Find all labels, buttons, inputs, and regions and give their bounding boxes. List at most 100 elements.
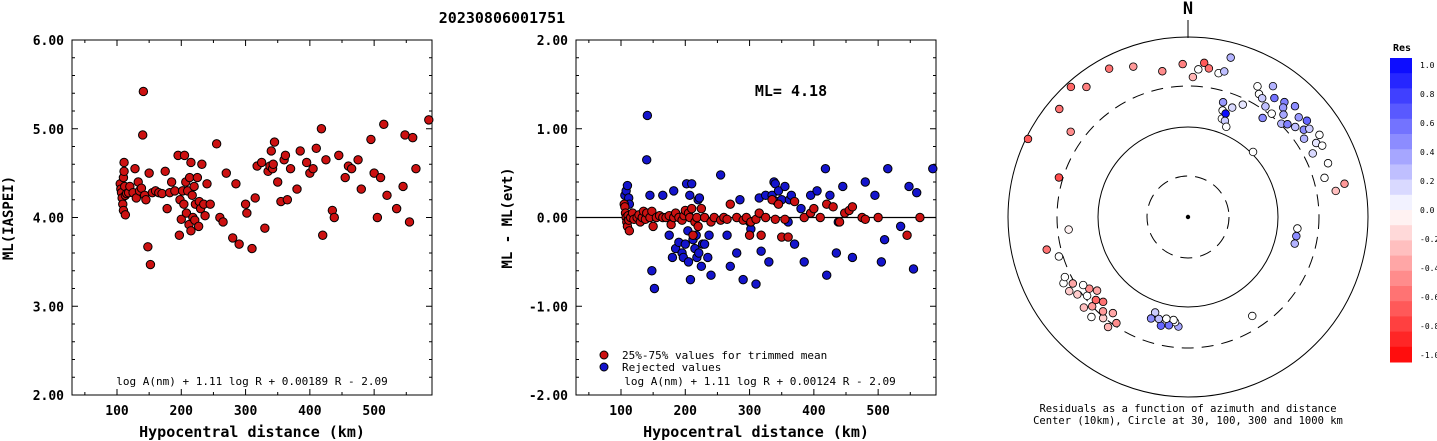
ml-point: [285, 163, 296, 174]
accepted-point: [624, 226, 635, 236]
ml-point: [144, 168, 154, 178]
colorbar-segment: [1390, 240, 1412, 257]
colorbar-tick-label: 0.6: [1420, 119, 1435, 128]
ml-point: [282, 195, 293, 205]
station-point: [1204, 64, 1214, 73]
station-point: [1228, 103, 1237, 112]
rejected-point: [908, 264, 919, 274]
station-point: [1318, 141, 1327, 150]
y-tick-label: -1.00: [529, 300, 568, 315]
legend-accepted-label: 25%-75% values for trimmed mean: [622, 349, 827, 362]
accepted-point: [699, 212, 710, 223]
y-tick-label: 3.00: [33, 300, 64, 315]
ml-point: [329, 212, 339, 223]
rejected-point: [687, 179, 697, 189]
accepted-point: [799, 212, 809, 223]
station-point: [1294, 113, 1303, 122]
ml-point: [160, 166, 170, 177]
x-tick-label: 300: [738, 404, 762, 419]
accepted-point: [770, 214, 780, 224]
ml-point: [308, 163, 318, 174]
station-point: [1200, 58, 1209, 68]
rejected-point: [696, 261, 707, 272]
circle-30km: [1146, 175, 1230, 259]
legend-rejected-label: Rejected values: [622, 361, 721, 374]
polar-caption-line1: Residuals as a function of azimuth and d…: [1039, 403, 1336, 415]
ml-point: [353, 155, 363, 165]
ml-point: [250, 193, 260, 203]
rejected-point: [699, 239, 710, 249]
rejected-point: [838, 181, 848, 192]
station-point: [1082, 291, 1092, 301]
station-point: [1178, 59, 1187, 69]
station-point: [1248, 147, 1258, 157]
station-point: [1091, 295, 1101, 305]
ml-point: [174, 230, 185, 240]
station-point: [1279, 110, 1288, 119]
rejected-point: [685, 274, 696, 285]
ml-point: [181, 208, 192, 218]
y-tick-label: 1.00: [537, 123, 568, 138]
rejected-point: [799, 257, 809, 267]
station-point: [1108, 308, 1118, 318]
rejected-point: [735, 195, 745, 205]
ml-point: [295, 146, 305, 156]
station-point: [1066, 127, 1075, 136]
rejected-point: [667, 252, 678, 263]
colorbar-segment: [1390, 255, 1412, 272]
rejected-point: [780, 181, 790, 192]
ml-point: [301, 157, 312, 168]
accepted-point: [773, 199, 784, 209]
rejected-point: [928, 163, 938, 174]
x-tick-label: 400: [298, 404, 322, 419]
rejected-point: [658, 190, 668, 201]
x-tick-label: 400: [802, 404, 826, 419]
station-point: [1129, 62, 1138, 71]
station-point: [1066, 82, 1076, 92]
rejected-point: [722, 230, 732, 240]
circle-1000km: [1007, 36, 1369, 398]
station-point: [1098, 297, 1108, 307]
y-tick-label: 0.00: [537, 212, 568, 227]
accepted-point: [834, 217, 845, 227]
rejected-point: [704, 230, 714, 240]
ml-point: [311, 143, 321, 153]
colorbar-segment: [1390, 118, 1412, 135]
rejected-point: [904, 181, 914, 192]
station-point: [1248, 311, 1257, 321]
accepted-point: [873, 212, 883, 223]
colorbar-tick-label: 1.0: [1420, 61, 1435, 70]
ml-point: [162, 203, 172, 214]
rejected-point: [805, 190, 816, 201]
ml-point: [340, 172, 350, 183]
station-point: [1065, 286, 1074, 296]
ml-iaspei-points: [115, 86, 434, 270]
station-point: [1315, 130, 1324, 140]
colorbar-segment: [1390, 73, 1412, 89]
station-point: [1068, 279, 1078, 288]
station-point: [1290, 102, 1300, 111]
colorbar-segment: [1390, 134, 1412, 150]
azimuth-residual-panel: N Residuals as a function of azimuth and…: [1007, 0, 1437, 427]
accepted-point: [902, 230, 912, 240]
ml-point: [372, 212, 383, 223]
colorbar-tick-label: -0.4: [1420, 264, 1437, 273]
ml-point: [292, 184, 302, 194]
rejected-point: [703, 252, 713, 263]
accepted-point: [744, 230, 755, 240]
colorbar-tick-label: -0.6: [1420, 293, 1437, 302]
station-point: [1278, 103, 1288, 112]
accepted-point: [828, 202, 838, 212]
rejected-point: [664, 230, 674, 240]
ml-residual-y-axis-label: ML - ML(evt): [500, 167, 516, 268]
rejected-point: [825, 190, 835, 201]
ml-point: [186, 157, 196, 168]
rejected-point: [751, 279, 761, 289]
ml-point: [398, 181, 408, 192]
ml-iaspei-panel: 2.00 3.00 4.00 5.00 6.00 100 200 300 400 500 Hyp…: [1, 34, 434, 441]
ml-point: [200, 211, 210, 221]
ml-point: [218, 217, 228, 227]
ml-point: [221, 168, 231, 178]
rejected-point: [622, 180, 633, 191]
ml-point: [138, 86, 149, 97]
